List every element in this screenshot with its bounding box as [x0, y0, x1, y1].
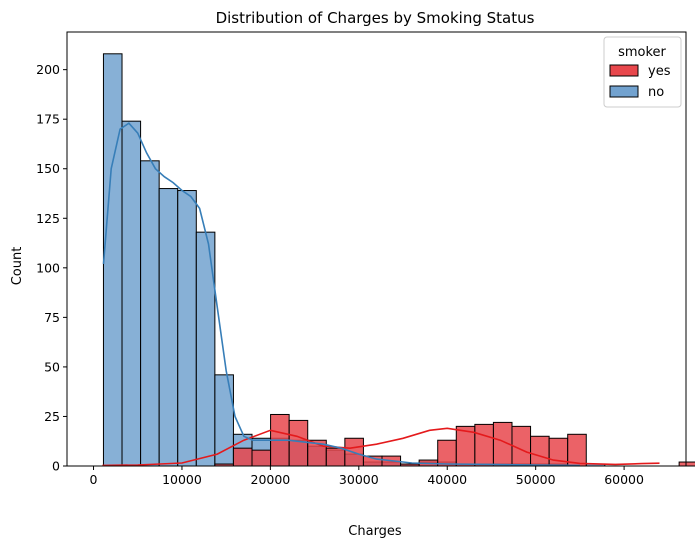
chart-title: Distribution of Charges by Smoking Statu…: [216, 9, 535, 27]
kde-line-yes: [102, 427, 660, 467]
y-tick-label: 0: [52, 459, 60, 474]
legend: smoker yes no: [603, 36, 682, 108]
x-tick-label: 60000: [604, 472, 644, 487]
kde-lines: [102, 122, 660, 467]
bar-yes-31: [678, 461, 695, 467]
y-tick-label: 75: [44, 310, 60, 325]
bar-yes-10: [288, 419, 309, 467]
y-tick-label: 175: [36, 112, 60, 127]
axes: [66, 31, 687, 467]
bar-no-2: [140, 160, 160, 467]
ticks: 0 10000 20000 30000 40000 50000 60000 0 25 50 75 10…: [36, 62, 644, 487]
x-tick-label: 0: [90, 472, 98, 487]
x-tick-label: 50000: [516, 472, 556, 487]
y-tick-label: 100: [36, 260, 60, 275]
y-tick-label: 150: [36, 161, 60, 176]
bar-no-0: [102, 53, 123, 467]
y-tick-label: 25: [44, 409, 60, 424]
y-axis-label: Count: [10, 247, 25, 286]
bar-no-6: [214, 374, 234, 467]
bar-yes-7: [232, 447, 253, 467]
legend-swatch-yes: [609, 64, 639, 77]
bar-yes-23: [530, 435, 550, 467]
y-tick-label: 200: [36, 62, 60, 77]
y-tick-label: 125: [36, 211, 60, 226]
axes-frame: [66, 31, 687, 467]
bar-yes-18: [437, 439, 457, 467]
bar-yes-20: [474, 423, 494, 467]
bar-yes-25: [567, 433, 587, 467]
legend-label-no: no: [648, 85, 664, 100]
x-axis-label: Charges: [348, 524, 402, 539]
x-tick-label: 10000: [162, 472, 202, 487]
x-tick-label: 40000: [427, 472, 467, 487]
x-tick-label: 20000: [251, 472, 291, 487]
series-no-bars: [102, 53, 606, 467]
bar-no-1: [121, 120, 142, 467]
y-tick-label: 50: [44, 359, 60, 374]
bar-yes-8: [251, 449, 272, 467]
bar-yes-12: [325, 447, 346, 467]
bar-no-3: [158, 188, 179, 467]
legend-label-yes: yes: [648, 64, 671, 79]
kde-line-no: [102, 122, 580, 467]
legend-title: smoker: [618, 45, 666, 60]
x-tick-label: 30000: [339, 472, 379, 487]
bar-no-4: [177, 190, 197, 467]
legend-swatch-no: [609, 85, 639, 98]
